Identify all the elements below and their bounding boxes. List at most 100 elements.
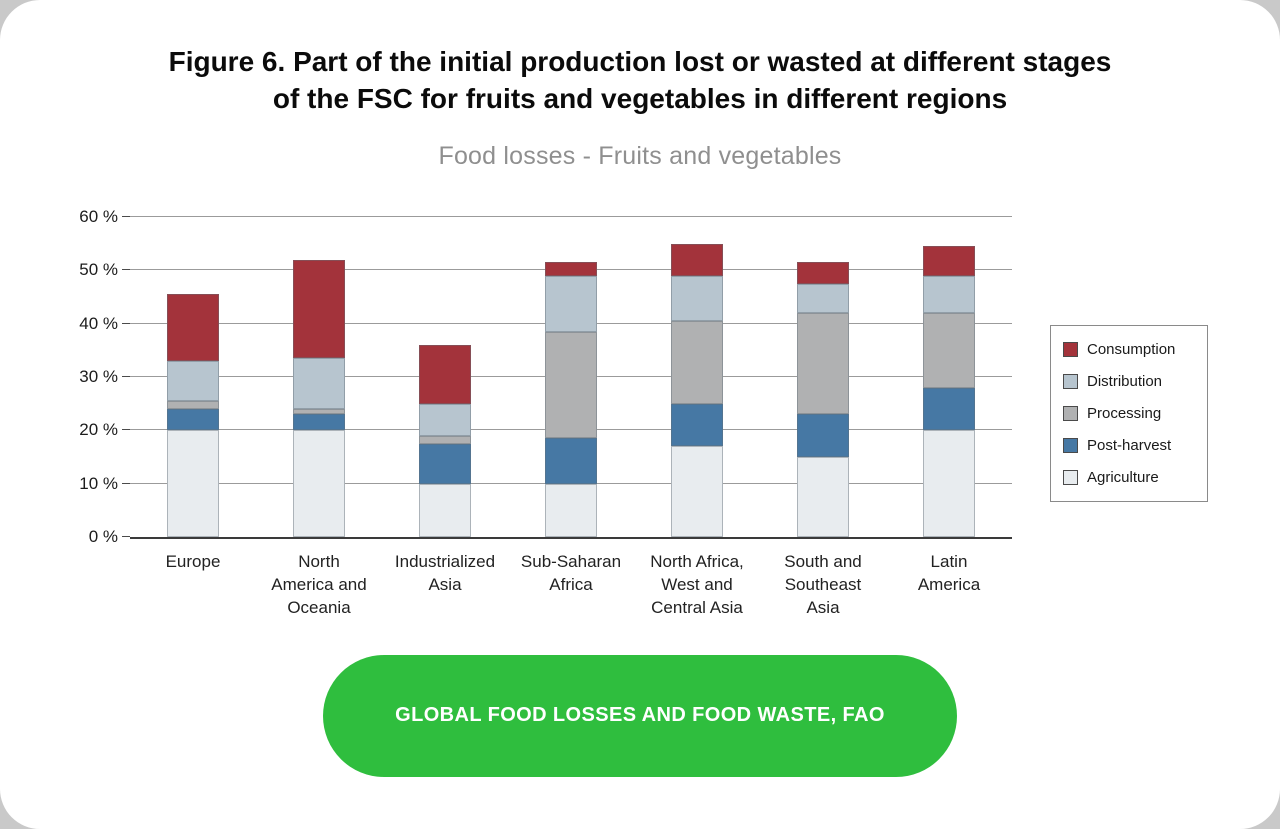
x-axis-label-line: South and bbox=[784, 551, 862, 571]
segment-processing bbox=[545, 331, 597, 439]
legend-label: Agriculture bbox=[1087, 468, 1159, 486]
y-axis-tick-label: 10 % bbox=[79, 473, 118, 493]
segment-agriculture bbox=[419, 483, 471, 537]
x-axis-labels: Europe North America and Oceania Industriali… bbox=[130, 551, 1012, 620]
x-axis-label: North America and Oceania bbox=[271, 551, 366, 620]
segment-distribution bbox=[923, 275, 975, 313]
footer: GLOBAL FOOD LOSSES AND FOOD WASTE, FAO bbox=[0, 654, 1280, 777]
segment-agriculture bbox=[167, 430, 219, 537]
y-axis-tick bbox=[122, 215, 130, 217]
segment-post-harvest bbox=[797, 414, 849, 457]
bar-slot-2 bbox=[256, 217, 382, 537]
segment-agriculture bbox=[671, 446, 723, 537]
segment-post-harvest bbox=[923, 387, 975, 431]
legend-label: Processing bbox=[1087, 404, 1162, 422]
x-axis-label: North Africa, West and Central Asia bbox=[650, 551, 744, 620]
segment-processing bbox=[293, 408, 345, 415]
legend-item-post-harvest: Post-harvest bbox=[1063, 437, 1195, 454]
bar-slot-7 bbox=[886, 217, 1012, 537]
legend-swatch-agriculture bbox=[1063, 469, 1078, 485]
y-axis-tick-label: 0 % bbox=[88, 526, 118, 546]
bar-north-america-and-oceania bbox=[293, 259, 345, 537]
bar-sub-saharan-africa bbox=[545, 262, 597, 537]
segment-post-harvest bbox=[545, 438, 597, 484]
x-axis-label-line: America bbox=[917, 574, 981, 594]
x-axis-label-line: Africa bbox=[549, 574, 593, 594]
segment-consumption bbox=[293, 259, 345, 359]
figure-title-line-1: Figure 6. Part of the initial production… bbox=[168, 46, 1112, 77]
x-label-slot-1: Europe bbox=[130, 551, 256, 620]
x-label-slot-2: North America and Oceania bbox=[256, 551, 382, 620]
plot-area: 0 % 10 % 20 % 30 % 40 % 50 % 60 % bbox=[79, 207, 1012, 546]
y-axis-tick-label: 60 % bbox=[79, 206, 118, 226]
y-axis-tick bbox=[122, 482, 130, 484]
x-axis-label: South and Southeast Asia bbox=[784, 551, 862, 620]
x-axis-label-line: America and bbox=[271, 574, 367, 594]
segment-distribution bbox=[671, 275, 723, 321]
y-axis-tick-label: 20 % bbox=[79, 420, 118, 440]
segment-distribution bbox=[167, 360, 219, 401]
x-axis-label-line: Central Asia bbox=[651, 597, 743, 617]
source-button[interactable]: GLOBAL FOOD LOSSES AND FOOD WASTE, FAO bbox=[323, 654, 957, 777]
segment-consumption bbox=[167, 294, 219, 361]
segment-processing bbox=[923, 312, 975, 388]
y-axis-tick bbox=[122, 322, 130, 324]
y-axis-tick bbox=[122, 375, 130, 377]
figure-title-line-2: of the FSC for fruits and vegetables in … bbox=[272, 82, 1008, 114]
bar-latin-america bbox=[923, 246, 975, 537]
x-axis-label: Sub-Saharan Africa bbox=[521, 551, 621, 620]
bar-north-africa-west-and-central-asia bbox=[671, 243, 723, 537]
y-axis-tick bbox=[122, 429, 130, 431]
x-axis-label: Industrialized Asia bbox=[395, 551, 495, 620]
gridline-60 bbox=[130, 215, 1012, 217]
legend-item-agriculture: Agriculture bbox=[1063, 469, 1195, 486]
legend-swatch-processing bbox=[1063, 405, 1078, 421]
bar-slot-4 bbox=[508, 217, 634, 537]
bar-slot-1 bbox=[130, 217, 256, 537]
segment-distribution bbox=[545, 275, 597, 332]
legend-label: Consumption bbox=[1087, 340, 1176, 358]
x-axis-label-line: Asia bbox=[428, 574, 462, 594]
x-axis-label: Latin America bbox=[918, 551, 980, 620]
x-axis-label-line: Latin bbox=[930, 551, 968, 571]
segment-consumption bbox=[671, 243, 723, 276]
x-label-slot-4: Sub-Saharan Africa bbox=[508, 551, 634, 620]
segment-processing bbox=[419, 435, 471, 444]
x-axis-label-line: Industrialized bbox=[394, 551, 496, 571]
y-axis-tick bbox=[122, 269, 130, 271]
x-label-slot-7: Latin America bbox=[886, 551, 1012, 620]
legend-item-processing: Processing bbox=[1063, 405, 1195, 422]
x-axis-label-line: Asia bbox=[806, 597, 840, 617]
bar-slot-5 bbox=[634, 217, 760, 537]
segment-processing bbox=[167, 400, 219, 409]
chart-legend: Consumption Distribution Processing Post-ha… bbox=[1050, 324, 1208, 502]
segment-agriculture bbox=[797, 456, 849, 537]
y-axis-tick bbox=[122, 535, 130, 537]
legend-swatch-consumption bbox=[1063, 341, 1078, 357]
segment-post-harvest bbox=[167, 408, 219, 431]
x-axis-label-line: Europe bbox=[165, 551, 221, 571]
x-label-slot-3: Industrialized Asia bbox=[382, 551, 508, 620]
segment-consumption bbox=[923, 246, 975, 276]
segment-processing bbox=[671, 320, 723, 404]
bar-south-and-southeast-asia bbox=[797, 262, 849, 537]
legend-label: Distribution bbox=[1087, 372, 1163, 390]
legend-item-consumption: Consumption bbox=[1063, 341, 1195, 358]
y-axis-tick-label: 50 % bbox=[79, 260, 118, 280]
segment-post-harvest bbox=[419, 443, 471, 484]
segment-agriculture bbox=[545, 483, 597, 537]
bar-europe bbox=[167, 294, 219, 537]
x-axis-label-line: Oceania bbox=[287, 597, 351, 617]
bar-slot-3 bbox=[382, 217, 508, 537]
segment-agriculture bbox=[923, 430, 975, 537]
segment-agriculture bbox=[293, 430, 345, 537]
segment-post-harvest bbox=[293, 414, 345, 431]
segment-consumption bbox=[545, 262, 597, 276]
figure-title: Figure 6. Part of the initial production… bbox=[0, 0, 1280, 118]
bar-slot-6 bbox=[760, 217, 886, 537]
segment-distribution bbox=[293, 358, 345, 409]
y-axis-tick-label: 30 % bbox=[79, 366, 118, 386]
bar-industrialized-asia bbox=[419, 344, 471, 537]
x-axis-label: Europe bbox=[166, 551, 221, 620]
